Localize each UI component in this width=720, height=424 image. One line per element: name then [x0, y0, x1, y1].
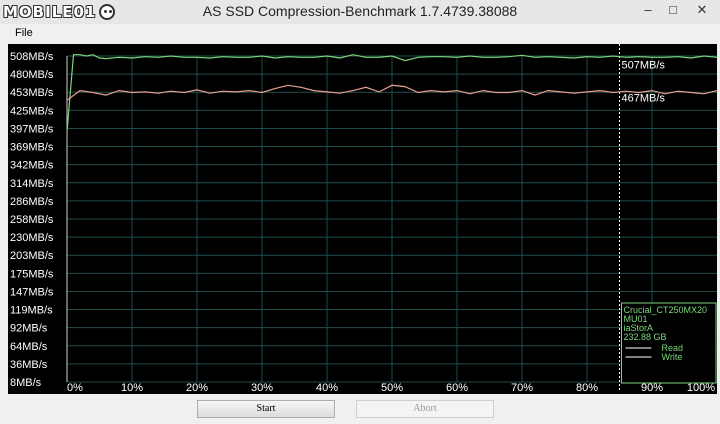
series-value-label: 507MB/s: [622, 59, 666, 71]
series-value-label: 467MB/s: [622, 93, 666, 105]
y-tick-label: 314MB/s: [10, 178, 54, 190]
y-tick-label: 480MB/s: [10, 69, 54, 81]
title-bar: MOBILE01 AS SSD Compression-Benchmark 1.…: [0, 0, 720, 24]
device-info-line: 232.88 GB: [624, 332, 667, 342]
series-line-read: [66, 54, 718, 132]
x-tick-label: 50%: [381, 382, 403, 394]
series-line-write: [66, 84, 718, 101]
device-info-line: Crucial_CT250MX20: [624, 305, 708, 315]
x-tick-label: 90%: [641, 382, 663, 394]
y-tick-label: 258MB/s: [10, 214, 54, 226]
y-tick-label: 92MB/s: [10, 323, 48, 335]
y-tick-label: 175MB/s: [10, 268, 54, 280]
watermark-text: MOBILE01: [3, 3, 97, 21]
minimize-button[interactable]: –: [644, 2, 652, 17]
y-tick-label: 369MB/s: [10, 142, 54, 154]
y-tick-label: 64MB/s: [10, 341, 48, 353]
y-tick-label: 8MB/s: [10, 377, 42, 389]
y-tick-label: 36MB/s: [10, 359, 48, 371]
y-tick-label: 203MB/s: [10, 250, 54, 262]
x-tick-label: 80%: [576, 382, 598, 394]
menu-bar: File: [0, 24, 720, 43]
y-tick-label: 397MB/s: [10, 123, 54, 135]
device-info-box: [621, 302, 717, 384]
x-tick-label: 20%: [186, 382, 208, 394]
y-tick-label: 342MB/s: [10, 160, 54, 172]
legend-label: Write: [662, 352, 683, 362]
x-tick-label: 30%: [251, 382, 273, 394]
device-info-line: iaStorA: [624, 323, 654, 333]
y-tick-label: 286MB/s: [10, 196, 54, 208]
x-tick-label: 40%: [316, 382, 338, 394]
maximize-button[interactable]: □: [669, 2, 677, 17]
close-button[interactable]: ✕: [696, 2, 708, 17]
x-tick-label: 0%: [67, 382, 83, 394]
device-info-line: MU01: [624, 314, 648, 324]
y-tick-label: 508MB/s: [10, 51, 54, 63]
benchmark-chart: 508MB/s 480MB/s 453MB/s 425MB/s 397MB/s 369MB…: [8, 44, 718, 394]
logo-face-icon: [99, 4, 116, 20]
menu-file[interactable]: File: [15, 27, 33, 39]
y-tick-label: 453MB/s: [10, 87, 54, 99]
y-tick-label: 147MB/s: [10, 286, 54, 298]
window-title: AS SSD Compression-Benchmark 1.7.4739.38…: [202, 3, 518, 19]
x-tick-label: 60%: [446, 382, 468, 394]
abort-button[interactable]: Abort: [356, 400, 494, 418]
start-button[interactable]: Start: [197, 400, 335, 418]
x-tick-label: 70%: [511, 382, 533, 394]
x-tick-label: 10%: [121, 382, 143, 394]
y-tick-label: 119MB/s: [10, 305, 53, 317]
chart-svg: 508MB/s 480MB/s 453MB/s 425MB/s 397MB/s 369MB…: [10, 44, 718, 394]
x-tick-label: 100%: [687, 382, 715, 394]
mobile01-logo: MOBILE01: [3, 2, 116, 22]
y-tick-label: 425MB/s: [10, 105, 54, 117]
legend-label: Read: [662, 343, 684, 353]
y-tick-label: 230MB/s: [10, 232, 54, 244]
